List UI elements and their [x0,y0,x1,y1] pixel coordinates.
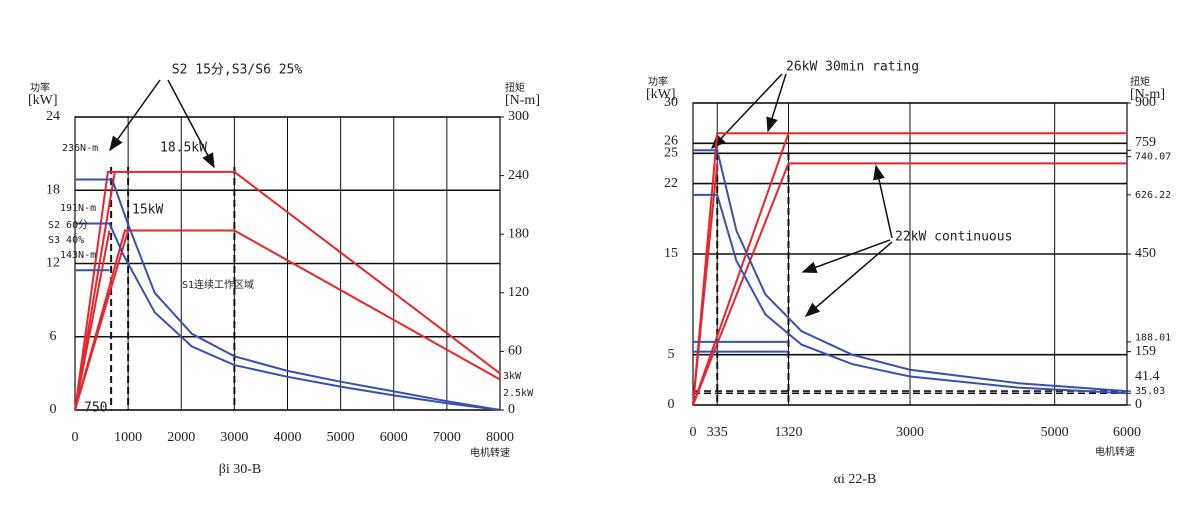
x-tick-label: 5000 [1041,425,1069,440]
y-axis-unit: [kW] [646,87,676,102]
y2-tick-label: 188.01 [1135,333,1171,344]
annotation: 22kW continuous [895,230,1012,245]
y2-tick-label: 450 [1135,246,1156,261]
y2-tick-label: 300 [508,109,529,124]
y-tick-label: 0 [50,402,57,417]
x-tick-label: 1320 [774,425,802,440]
x-tick-label: 6000 [1113,425,1141,440]
chart-title: βi 30-B [219,462,262,477]
y2-tick-label: 120 [508,285,529,300]
y-tick-label: 0 [668,397,675,412]
x-tick-label: 3000 [220,430,248,445]
y-tick-label: 12 [46,256,60,271]
chart-title: αi 22-B [834,472,877,487]
y2-axis-unit: [N-m] [505,93,540,108]
y-tick-label: 6 [50,329,57,344]
y2-tick-label: 41.4 [1135,369,1160,384]
x-axis-label: 电机转速 [470,446,510,459]
x-axis-label: 电机转速 [1095,445,1135,458]
x-tick-label: 3000 [896,425,924,440]
annotation: 236N-m [62,143,98,154]
x-tick-label: 8000 [486,430,514,445]
arrow [109,79,161,152]
x-tick-label: 5000 [327,430,355,445]
series-line [74,230,130,411]
annotation: S3 40% [48,235,84,246]
series-line [75,222,501,411]
y2-tick-label: 759 [1135,135,1156,150]
y-axis-unit: [kW] [28,93,58,108]
y2-tick-label: 900 [1135,95,1156,110]
y2-tick-label: 60 [508,344,522,359]
annotation: 191N-m [60,203,96,214]
y-tick-label: 24 [46,109,60,124]
series-line [74,229,501,411]
y-axis-label: 功率 [648,75,668,88]
y2-axis-label: 扭矩 [1130,75,1150,88]
y-axis-label: 功率 [30,81,50,94]
series-line [692,163,719,406]
x-tick-label: 335 [707,425,728,440]
series-line [692,162,1127,406]
y-tick-label: 18 [46,182,60,197]
annotation: 18.5kW [160,141,207,156]
series-line [692,132,1127,406]
y-tick-label: 25 [664,146,678,161]
y2-tick-label: 180 [508,226,529,241]
x-tick-label: 4000 [274,430,302,445]
arrows-left [109,79,215,169]
annotation: S2 15分,S3/S6 25% [172,63,303,78]
arrow [801,239,891,273]
annotation: 143N-m [60,250,96,261]
arrow [873,164,893,239]
y2-tick-label: 0 [1135,397,1142,412]
y-tick-label: 26 [664,134,678,149]
annotation: S1连续工作区域 [182,278,254,291]
annotation: S2 60分 [48,219,88,231]
y-tick-label: 22 [664,176,678,191]
y2-tick-label: 240 [508,168,529,183]
annotation: 26kW 30min rating [786,60,919,75]
series-line [75,178,501,411]
series-line [74,230,111,411]
x-tick-label: 6000 [380,430,408,445]
annotation: 15kW [132,203,163,218]
y2-axis-label: 扭矩 [505,81,525,94]
x-tick-label: 1000 [114,430,142,445]
annotation: 2.5kW [503,388,534,399]
y2-tick-label: 626.22 [1135,190,1171,201]
arrow [804,241,893,317]
y-tick-label: 5 [668,347,675,362]
arrows-right [710,73,893,317]
y2-tick-label: 35.03 [1135,386,1165,397]
series-line [74,170,501,411]
annotation: 750 [84,401,107,416]
x-tick-label: 2000 [167,430,195,445]
y2-axis-unit: [N-m] [1130,87,1165,102]
y-tick-label: 30 [664,95,678,110]
annotation: 3kW [503,371,522,382]
x-tick-label: 7000 [433,430,461,445]
y-tick-label: 15 [664,246,678,261]
x-tick-label: 0 [72,430,79,445]
series-line [693,149,1128,393]
y2-tick-label: 0 [508,402,515,417]
series-line [693,193,1128,395]
x-tick-label: 0 [690,425,697,440]
arrow [167,79,215,169]
y2-tick-label: 740.07 [1135,152,1171,163]
y2-tick-label: 159 [1135,344,1156,359]
arrow [710,73,783,150]
